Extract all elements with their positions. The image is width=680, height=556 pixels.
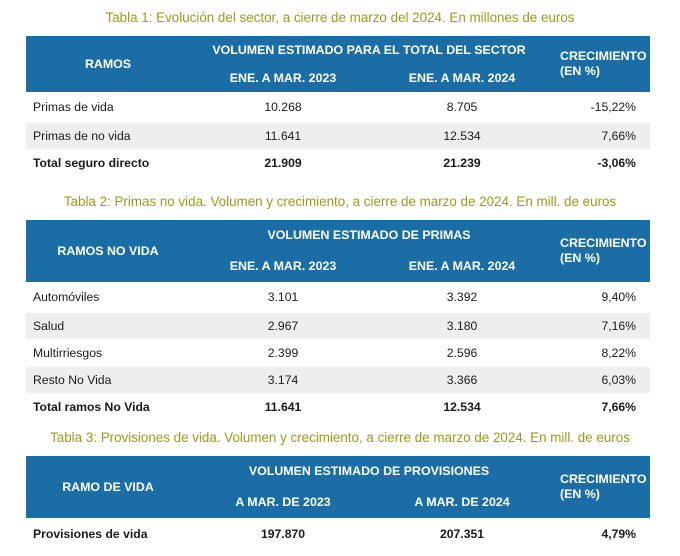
table1-header-ramo: RAMOS bbox=[26, 36, 190, 92]
row-value-2023: 3.174 bbox=[190, 366, 376, 394]
table2-header-group: VOLUMEN ESTIMADO DE PRIMAS bbox=[190, 220, 549, 250]
row-growth: -15,22% bbox=[548, 92, 651, 123]
table1-caption: Tabla 1: Evolución del sector, a cierre … bbox=[105, 10, 575, 25]
row-value-2023: 3.101 bbox=[190, 282, 376, 313]
row-name: Resto No Vida bbox=[26, 366, 190, 394]
table3-header-2024: A MAR. DE 2024 bbox=[376, 486, 548, 518]
table2-header-growth: CRECIMIENTO (EN %) bbox=[548, 220, 651, 282]
total-growth: -3,06% bbox=[548, 149, 651, 177]
table1-header-2023: ENE. A MAR. 2023 bbox=[190, 64, 376, 92]
table1-header-growth: CRECIMIENTO (EN %) bbox=[548, 36, 651, 92]
row-name: Multirriesgos bbox=[26, 339, 190, 367]
table2-header-2024: ENE. A MAR. 2024 bbox=[376, 250, 549, 282]
row-value-2024: 8.705 bbox=[376, 92, 549, 123]
total-growth: 4,79% bbox=[548, 518, 650, 551]
table2: RAMOS NO VIDA VOLUMEN ESTIMADO DE PRIMAS… bbox=[26, 220, 651, 421]
total-value-2023: 11.641 bbox=[190, 393, 376, 421]
total-value-2023: 197.870 bbox=[190, 518, 376, 551]
table3-caption: Tabla 3: Provisiones de vida. Volumen y … bbox=[50, 430, 630, 445]
row-name: Primas de no vida bbox=[26, 122, 190, 150]
table-row: Primas de vida 10.268 8.705 -15,22% bbox=[26, 92, 651, 123]
table-row: Salud 2.967 3.180 7,16% bbox=[26, 312, 651, 340]
row-value-2024: 3.366 bbox=[376, 366, 549, 394]
row-value-2023: 2.399 bbox=[190, 339, 376, 367]
total-name: Total ramos No Vida bbox=[26, 393, 190, 421]
row-growth: 6,03% bbox=[548, 366, 651, 394]
table2-caption: Tabla 2: Primas no vida. Volumen y creci… bbox=[63, 194, 617, 209]
row-value-2023: 2.967 bbox=[190, 312, 376, 340]
row-growth: 9,40% bbox=[548, 282, 651, 313]
table1-header-2024: ENE. A MAR. 2024 bbox=[376, 64, 549, 92]
row-name: Automóviles bbox=[26, 282, 190, 313]
total-value-2024: 207.351 bbox=[376, 518, 548, 551]
row-value-2024: 3.392 bbox=[376, 282, 549, 313]
row-growth: 7,66% bbox=[548, 122, 651, 150]
row-value-2024: 3.180 bbox=[376, 312, 549, 340]
total-growth: 7,66% bbox=[548, 393, 651, 421]
table2-header-ramo: RAMOS NO VIDA bbox=[26, 220, 190, 282]
table3: RAMO DE VIDA VOLUMEN ESTIMADO DE PROVISI… bbox=[26, 456, 650, 551]
table3-header-group: VOLUMEN ESTIMADO DE PROVISIONES bbox=[190, 456, 548, 486]
total-value-2023: 21.909 bbox=[190, 149, 376, 177]
total-row: Provisiones de vida 197.870 207.351 4,79… bbox=[26, 518, 650, 551]
table-row: Automóviles 3.101 3.392 9,40% bbox=[26, 282, 651, 313]
row-value-2024: 2.596 bbox=[376, 339, 549, 367]
total-row: Total ramos No Vida 11.641 12.534 7,66% bbox=[26, 393, 651, 421]
table-row: Primas de no vida 11.641 12.534 7,66% bbox=[26, 122, 651, 150]
table-row: Multirriesgos 2.399 2.596 8,22% bbox=[26, 339, 651, 367]
total-name: Total seguro directo bbox=[26, 149, 190, 177]
table3-header-growth: CRECIMIENTO (EN %) bbox=[548, 456, 650, 518]
total-value-2024: 12.534 bbox=[376, 393, 549, 421]
table3-header-ramo: RAMO DE VIDA bbox=[26, 456, 190, 518]
total-row: Total seguro directo 21.909 21.239 -3,06… bbox=[26, 149, 651, 177]
row-growth: 7,16% bbox=[548, 312, 651, 340]
table1: RAMOS VOLUMEN ESTIMADO PARA EL TOTAL DEL… bbox=[26, 36, 651, 177]
table2-header-2023: ENE. A MAR. 2023 bbox=[190, 250, 376, 282]
row-name: Primas de vida bbox=[26, 92, 190, 123]
row-value-2023: 11.641 bbox=[190, 122, 376, 150]
total-name: Provisiones de vida bbox=[26, 518, 190, 551]
table3-header-2023: A MAR. DE 2023 bbox=[190, 486, 376, 518]
row-value-2024: 12.534 bbox=[376, 122, 549, 150]
row-value-2023: 10.268 bbox=[190, 92, 376, 123]
table-row: Resto No Vida 3.174 3.366 6,03% bbox=[26, 366, 651, 394]
row-name: Salud bbox=[26, 312, 190, 340]
table1-header-group: VOLUMEN ESTIMADO PARA EL TOTAL DEL SECTO… bbox=[190, 36, 549, 64]
total-value-2024: 21.239 bbox=[376, 149, 549, 177]
row-growth: 8,22% bbox=[548, 339, 651, 367]
